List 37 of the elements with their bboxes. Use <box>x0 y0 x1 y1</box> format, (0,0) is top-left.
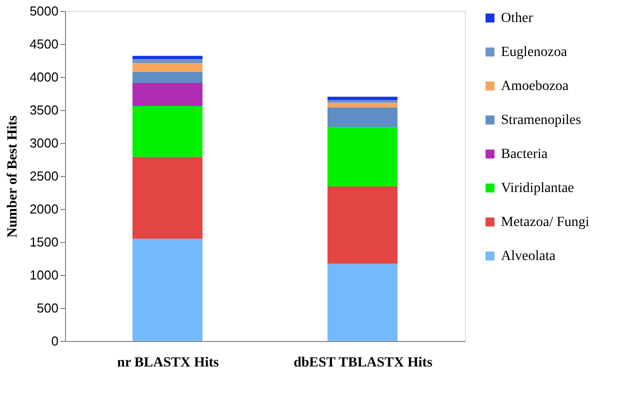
bar <box>132 72 202 83</box>
bar <box>328 186 398 264</box>
bar <box>132 82 202 106</box>
legend-label: Amoebozoa <box>501 79 570 94</box>
legend-label: Euglenozoa <box>501 45 568 60</box>
legend-label: Bacteria <box>501 147 548 162</box>
legend-label: Stramenopiles <box>501 113 582 128</box>
bar <box>328 96 398 100</box>
bar <box>132 156 202 239</box>
bar <box>132 56 202 60</box>
bar <box>328 100 398 103</box>
bar <box>328 264 398 341</box>
legend-label: Other <box>501 11 534 26</box>
y-tick-label: 2500 <box>30 168 58 184</box>
y-tick-label: 500 <box>36 300 58 316</box>
y-tick-label: 5000 <box>30 4 58 18</box>
bar <box>132 63 202 72</box>
bar <box>328 107 398 128</box>
y-tick-label: 3500 <box>30 102 58 118</box>
y-axis-title: Number of Best Hits <box>6 114 21 238</box>
y-tick-label: 1500 <box>30 234 58 250</box>
legend-label: Viridiplantae <box>501 181 574 196</box>
bar <box>132 238 202 341</box>
bar <box>328 127 398 187</box>
y-tick-label: 4000 <box>30 70 58 84</box>
bar <box>132 59 202 64</box>
y-tick-label: 0 <box>51 334 58 348</box>
bar <box>328 102 398 108</box>
x-tick-label: nr BLASTX Hits <box>117 356 220 370</box>
y-tick-label: 4500 <box>30 36 58 52</box>
y-tick-label: 1000 <box>30 268 58 282</box>
legend-label: Metazoa/ Fungi <box>501 215 590 230</box>
x-tick-label: dbEST TBLASTX Hits <box>294 356 433 370</box>
y-tick-label: 2000 <box>30 202 58 216</box>
bar <box>132 106 202 157</box>
y-tick-label: 3000 <box>30 136 58 150</box>
legend-label: Alveolata <box>501 249 556 264</box>
